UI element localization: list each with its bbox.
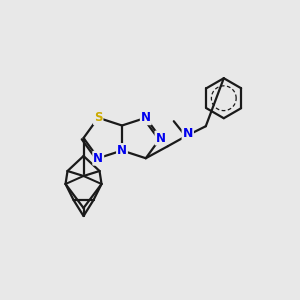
- Text: N: N: [183, 127, 193, 140]
- Text: N: N: [141, 111, 151, 124]
- Text: N: N: [155, 131, 166, 145]
- Text: S: S: [94, 111, 103, 124]
- Text: N: N: [117, 144, 127, 157]
- Text: N: N: [93, 152, 103, 165]
